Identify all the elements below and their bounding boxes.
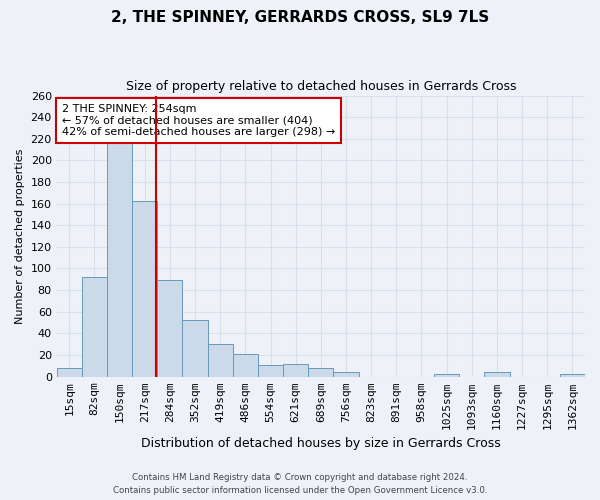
Text: 2 THE SPINNEY: 254sqm
← 57% of detached houses are smaller (404)
42% of semi-det: 2 THE SPINNEY: 254sqm ← 57% of detached … [62,104,335,137]
Bar [82,277,107,376]
Bar [157,280,182,376]
Text: Contains HM Land Registry data © Crown copyright and database right 2024.
Contai: Contains HM Land Registry data © Crown c… [113,474,487,495]
Bar [308,368,334,376]
Bar [258,364,283,376]
Text: 2, THE SPINNEY, GERRARDS CROSS, SL9 7LS: 2, THE SPINNEY, GERRARDS CROSS, SL9 7LS [111,10,489,25]
Bar [233,354,258,376]
Bar [560,374,585,376]
Bar [132,202,157,376]
Bar [107,143,132,376]
Bar [56,368,82,376]
X-axis label: Distribution of detached houses by size in Gerrards Cross: Distribution of detached houses by size … [141,437,501,450]
Title: Size of property relative to detached houses in Gerrards Cross: Size of property relative to detached ho… [125,80,516,93]
Bar [484,372,509,376]
Bar [334,372,359,376]
Bar [182,320,208,376]
Bar [208,344,233,376]
Bar [434,374,459,376]
Y-axis label: Number of detached properties: Number of detached properties [15,148,25,324]
Bar [283,364,308,376]
